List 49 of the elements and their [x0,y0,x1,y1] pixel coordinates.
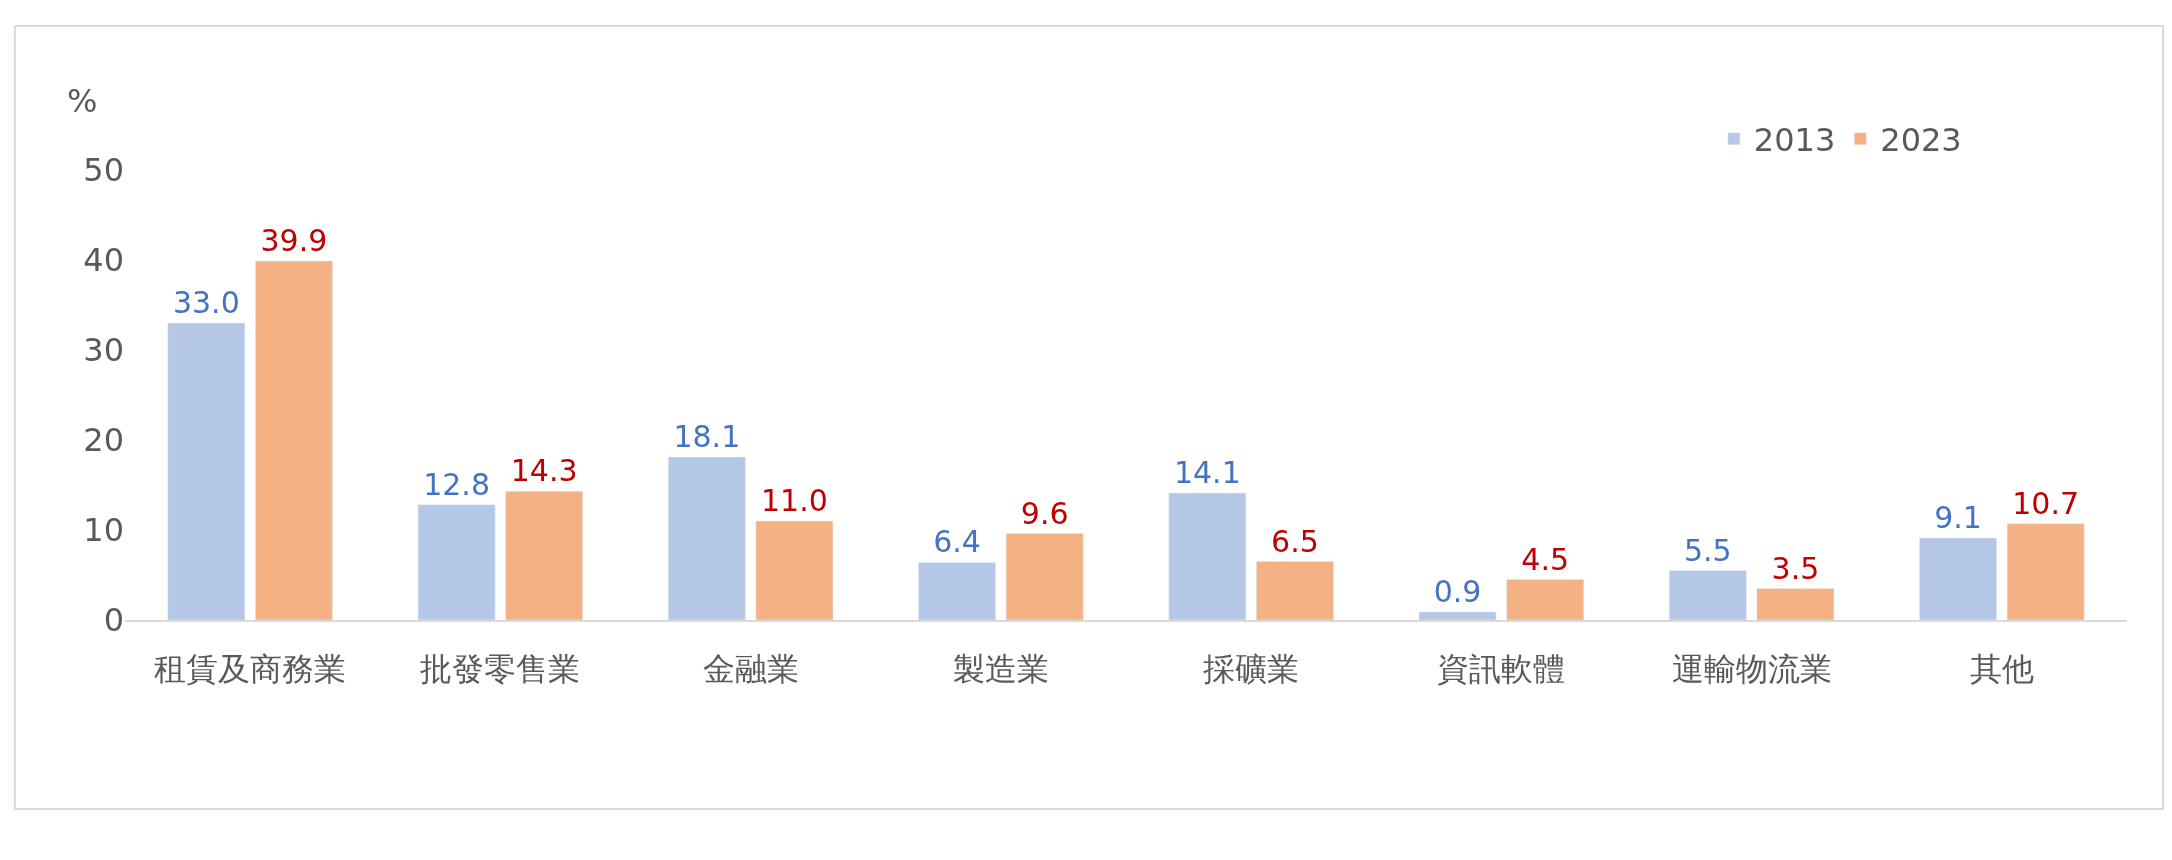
y-tick-label: 50 [83,151,124,190]
data-label: 14.1 [1173,455,1241,491]
bar [1506,579,1584,620]
bar [2006,523,2085,620]
x-tick-label: 租賃及商務業 [154,650,347,689]
data-label: 9.6 [1020,495,1069,531]
data-label: 6.5 [1271,523,1319,559]
data-label: 33.0 [172,285,240,320]
y-axis-title: % [67,82,98,120]
x-tick-label: 運輸物流業 [1671,650,1832,689]
bar [1756,588,1835,620]
data-label: 14.3 [510,453,578,489]
bar [755,520,834,620]
data-label: 9.1 [1934,500,1982,536]
bar [1256,561,1334,620]
data-label: 10.7 [2012,485,2080,521]
bar [1919,537,1997,620]
data-label: 11.0 [761,483,828,518]
data-label: 12.8 [423,466,490,502]
x-tick-label: 其他 [1969,650,2034,689]
x-tick-label: 採礦業 [1203,650,1300,689]
bar [1005,533,1084,620]
x-tick-label: 製造業 [952,650,1049,689]
bar [417,504,496,620]
legend-label: 2013 [1753,121,1836,160]
y-tick-label: 30 [83,331,124,370]
data-label: 0.9 [1433,573,1482,609]
bar [918,562,996,620]
bar [255,260,333,620]
y-tick-label: 20 [83,421,124,460]
data-label: 5.5 [1683,532,1732,568]
data-label: 4.5 [1521,541,1570,577]
x-tick-label: 金融業 [702,650,799,689]
y-tick-label: 0 [103,601,124,640]
data-label: 6.4 [933,524,981,560]
data-label: 18.1 [673,419,741,455]
bar [1669,570,1747,620]
data-label: 39.9 [260,222,328,258]
data-label: 3.5 [1771,550,1820,586]
y-tick-label: 40 [83,241,124,280]
bar [1418,611,1497,620]
bar [1168,492,1247,620]
x-tick-label: 資訊軟體 [1437,650,1566,689]
y-tick-label: 10 [83,511,124,550]
bar [167,322,246,620]
legend-label: 2023 [1880,121,1962,160]
bar [505,491,583,620]
x-tick-label: 批發零售業 [420,650,581,689]
bar [668,456,746,620]
